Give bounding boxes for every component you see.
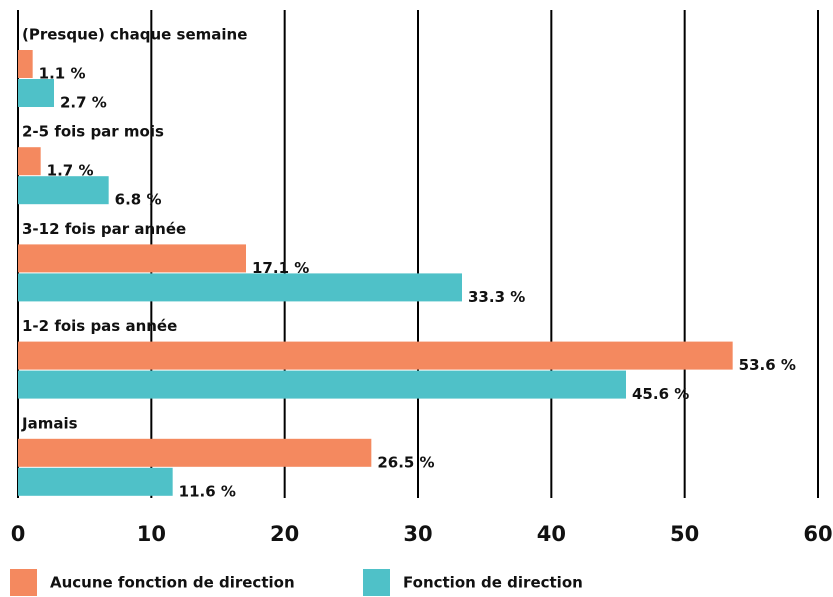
bar: [18, 79, 54, 107]
bar: [18, 273, 462, 302]
value-label: 1.7 %: [47, 162, 94, 180]
bar: [18, 176, 109, 205]
bar: [18, 467, 173, 496]
value-label: 1.1 %: [39, 65, 86, 83]
value-label: 33.3 %: [468, 288, 525, 306]
bar: [18, 370, 626, 399]
legend-label: Aucune fonction de direction: [50, 574, 295, 592]
bar: [18, 438, 372, 467]
x-tick-label: 60: [803, 522, 832, 546]
x-tick-label: 40: [537, 522, 566, 546]
legend-swatch: [10, 569, 37, 596]
x-tick-label: 10: [137, 522, 166, 546]
value-label: 2.7 %: [60, 94, 107, 112]
value-label: 6.8 %: [115, 191, 162, 209]
x-tick-label: 30: [403, 522, 432, 546]
value-label: 53.6 %: [739, 356, 796, 374]
value-label: 17.1 %: [252, 259, 309, 277]
bar: [18, 244, 246, 273]
category-label: 1-2 fois pas année: [22, 317, 177, 335]
x-tick-label: 20: [270, 522, 299, 546]
value-label: 11.6 %: [179, 482, 236, 500]
legend-label: Fonction de direction: [403, 574, 583, 592]
x-tick-label: 0: [11, 522, 26, 546]
value-label: 45.6 %: [632, 385, 689, 403]
legend-swatch: [363, 569, 390, 596]
x-tick-label: 50: [670, 522, 699, 546]
category-label: (Presque) chaque semaine: [22, 26, 247, 44]
category-label: 3-12 fois par année: [22, 220, 186, 238]
category-label: Jamais: [21, 414, 78, 432]
value-label: 26.5 %: [377, 453, 434, 471]
bar: [18, 341, 733, 370]
bar: [18, 50, 33, 78]
bar: [18, 147, 41, 176]
category-label: 2-5 fois par mois: [22, 123, 164, 141]
